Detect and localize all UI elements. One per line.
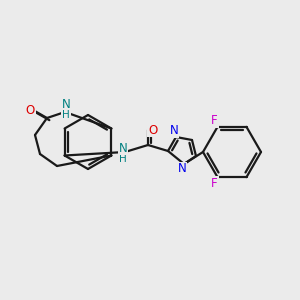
Text: H: H [62, 110, 70, 120]
Text: F: F [211, 177, 218, 190]
Text: N: N [169, 124, 178, 137]
Text: N: N [178, 163, 186, 176]
Text: N: N [61, 98, 70, 112]
Text: O: O [26, 103, 34, 116]
Text: F: F [211, 114, 218, 128]
Text: H: H [119, 154, 127, 164]
Text: N: N [118, 142, 127, 154]
Text: O: O [148, 124, 158, 136]
